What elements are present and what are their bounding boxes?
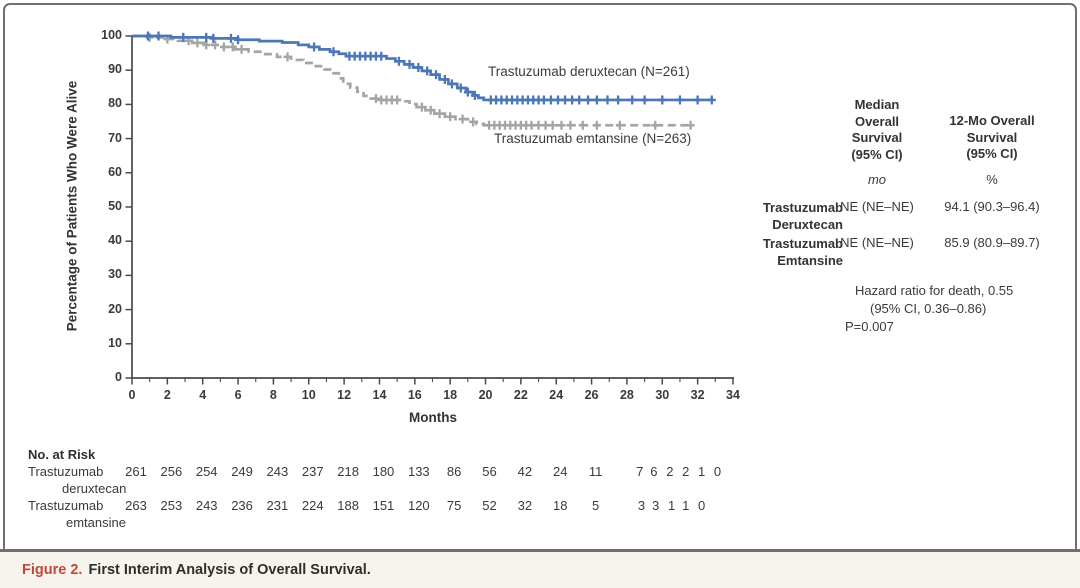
risk-row1-label-line1: Trastuzumab <box>28 464 104 479</box>
x-tick-label: 12 <box>337 388 352 402</box>
figure-caption-text: First Interim Analysis of Overall Surviv… <box>88 562 371 578</box>
x-tick-label: 32 <box>690 388 705 402</box>
x-tick-label: 20 <box>478 388 493 402</box>
risk-row1-label-line2: deruxtecan <box>62 481 127 496</box>
risk-count: 52 <box>482 498 497 513</box>
y-tick-label: 0 <box>115 370 122 384</box>
risk-count: 18 <box>552 498 568 513</box>
x-tick-label: 4 <box>199 388 207 402</box>
x-tick-label: 22 <box>513 388 528 402</box>
y-tick-label: 30 <box>108 267 122 282</box>
stats-col2-unit: % <box>986 172 998 187</box>
x-tick-label: 2 <box>163 388 171 402</box>
hazard-ratio-line2: (95% CI, 0.36–0.86) <box>870 301 987 316</box>
hazard-p-value: P=0.007 <box>845 319 894 334</box>
y-axis-title: Percentage of Patients Who Were Alive <box>64 80 80 332</box>
risk-count: 256 <box>160 464 183 479</box>
y-tick-label: 100 <box>101 28 122 42</box>
x-tick-label: 18 <box>443 388 458 402</box>
risk-count: 249 <box>231 464 253 479</box>
risk-count: 263 <box>125 498 147 513</box>
risk-count: 243 <box>266 464 289 479</box>
stats-row2-median-os: NE (NE–NE) <box>840 235 914 250</box>
risk-count: 42 <box>517 464 533 479</box>
risk-count: 11 <box>588 464 603 479</box>
x-axis-title: Months <box>409 410 457 425</box>
stats-row1-12mo-os: 94.1 (90.3–96.4) <box>944 199 1040 214</box>
stats-col1-header: Median Overall Survival (95% CI) <box>851 97 903 162</box>
y-tick-label: 10 <box>108 335 122 350</box>
figure-caption-label: Figure 2. <box>22 562 83 578</box>
risk-count: 243 <box>195 498 218 513</box>
risk-count: 24 <box>552 464 568 479</box>
risk-count: 3 <box>637 498 646 513</box>
stats-row1-label: Trastuzumab Deruxtecan <box>762 200 843 232</box>
x-tick-label: 8 <box>269 388 277 402</box>
risk-count: 7 <box>636 464 644 479</box>
risk-row2-label-line1: Trastuzumab <box>28 498 104 513</box>
x-tick-label: 0 <box>128 388 136 402</box>
risk-count: 180 <box>372 464 395 479</box>
hazard-ratio-line1: Hazard ratio for death, 0.55 <box>855 283 1014 298</box>
curve-label-emtansine: Trastuzumab emtansine (N=263) <box>494 131 692 146</box>
stats-row2-12mo-os: 85.9 (80.9–89.7) <box>944 235 1040 250</box>
risk-count: 120 <box>407 498 430 513</box>
risk-count: 75 <box>446 498 462 513</box>
y-tick-label: 20 <box>108 301 122 316</box>
risk-count: 253 <box>160 498 183 513</box>
risk-count: 254 <box>195 464 218 479</box>
figure-caption: Figure 2. First Interim Analysis of Over… <box>0 552 1080 588</box>
risk-count: 2 <box>682 464 690 479</box>
risk-count: 0 <box>698 498 706 513</box>
y-tick-label: 60 <box>108 164 122 179</box>
stats-row1-median-os: NE (NE–NE) <box>840 199 914 214</box>
risk-count: 5 <box>591 498 600 513</box>
x-tick-label: 6 <box>234 388 242 402</box>
risk-count: 1 <box>682 498 690 513</box>
risk-count: 261 <box>125 464 147 479</box>
curve-label-deruxtecan: Trastuzumab deruxtecan (N=261) <box>488 64 690 79</box>
risk-count: 1 <box>667 498 676 513</box>
risk-table-title: No. at Risk <box>28 447 96 462</box>
hazard-ratio-block: Hazard ratio for death, 0.55 (95% CI, 0.… <box>845 282 1080 336</box>
risk-count: 224 <box>301 498 324 513</box>
kaplan-meier-chart <box>125 31 734 385</box>
risk-count: 32 <box>517 498 533 513</box>
risk-count: 231 <box>266 498 289 513</box>
y-tick-label: 80 <box>108 96 122 111</box>
x-tick-label: 28 <box>619 388 634 402</box>
risk-count: 151 <box>372 498 395 513</box>
risk-count: 6 <box>650 464 658 479</box>
y-tick-label: 40 <box>108 233 122 248</box>
risk-count: 86 <box>446 464 462 479</box>
caption-separator-line <box>0 549 1080 552</box>
y-tick-label: 70 <box>108 130 122 145</box>
x-tick-label: 30 <box>655 388 670 402</box>
x-tick-label: 24 <box>549 388 564 402</box>
x-tick-label: 10 <box>301 388 316 402</box>
risk-count: 56 <box>482 464 497 479</box>
risk-count: 236 <box>231 498 253 513</box>
x-tick-label: 16 <box>407 388 422 402</box>
x-tick-label: 26 <box>584 388 599 402</box>
stats-col2-header: 12-Mo Overall Survival (95% CI) <box>949 113 1035 161</box>
risk-count: 1 <box>698 464 706 479</box>
risk-count: 188 <box>337 498 359 513</box>
stats-col1-unit: mo <box>867 172 887 187</box>
risk-count: 2 <box>666 464 674 479</box>
y-tick-label: 90 <box>108 62 122 77</box>
risk-count: 237 <box>301 464 324 479</box>
risk-count: 3 <box>652 498 660 513</box>
stats-row2-label: Trastuzumab Emtansine <box>762 236 843 268</box>
risk-count: 133 <box>407 464 430 479</box>
risk-row2-label-line2: emtansine <box>66 515 126 530</box>
x-tick-label: 34 <box>726 388 740 402</box>
x-tick-label: 14 <box>372 388 387 402</box>
y-tick-label: 50 <box>108 199 122 213</box>
risk-count: 0 <box>713 464 722 479</box>
figure-border <box>3 3 1077 552</box>
risk-count: 218 <box>337 464 359 479</box>
